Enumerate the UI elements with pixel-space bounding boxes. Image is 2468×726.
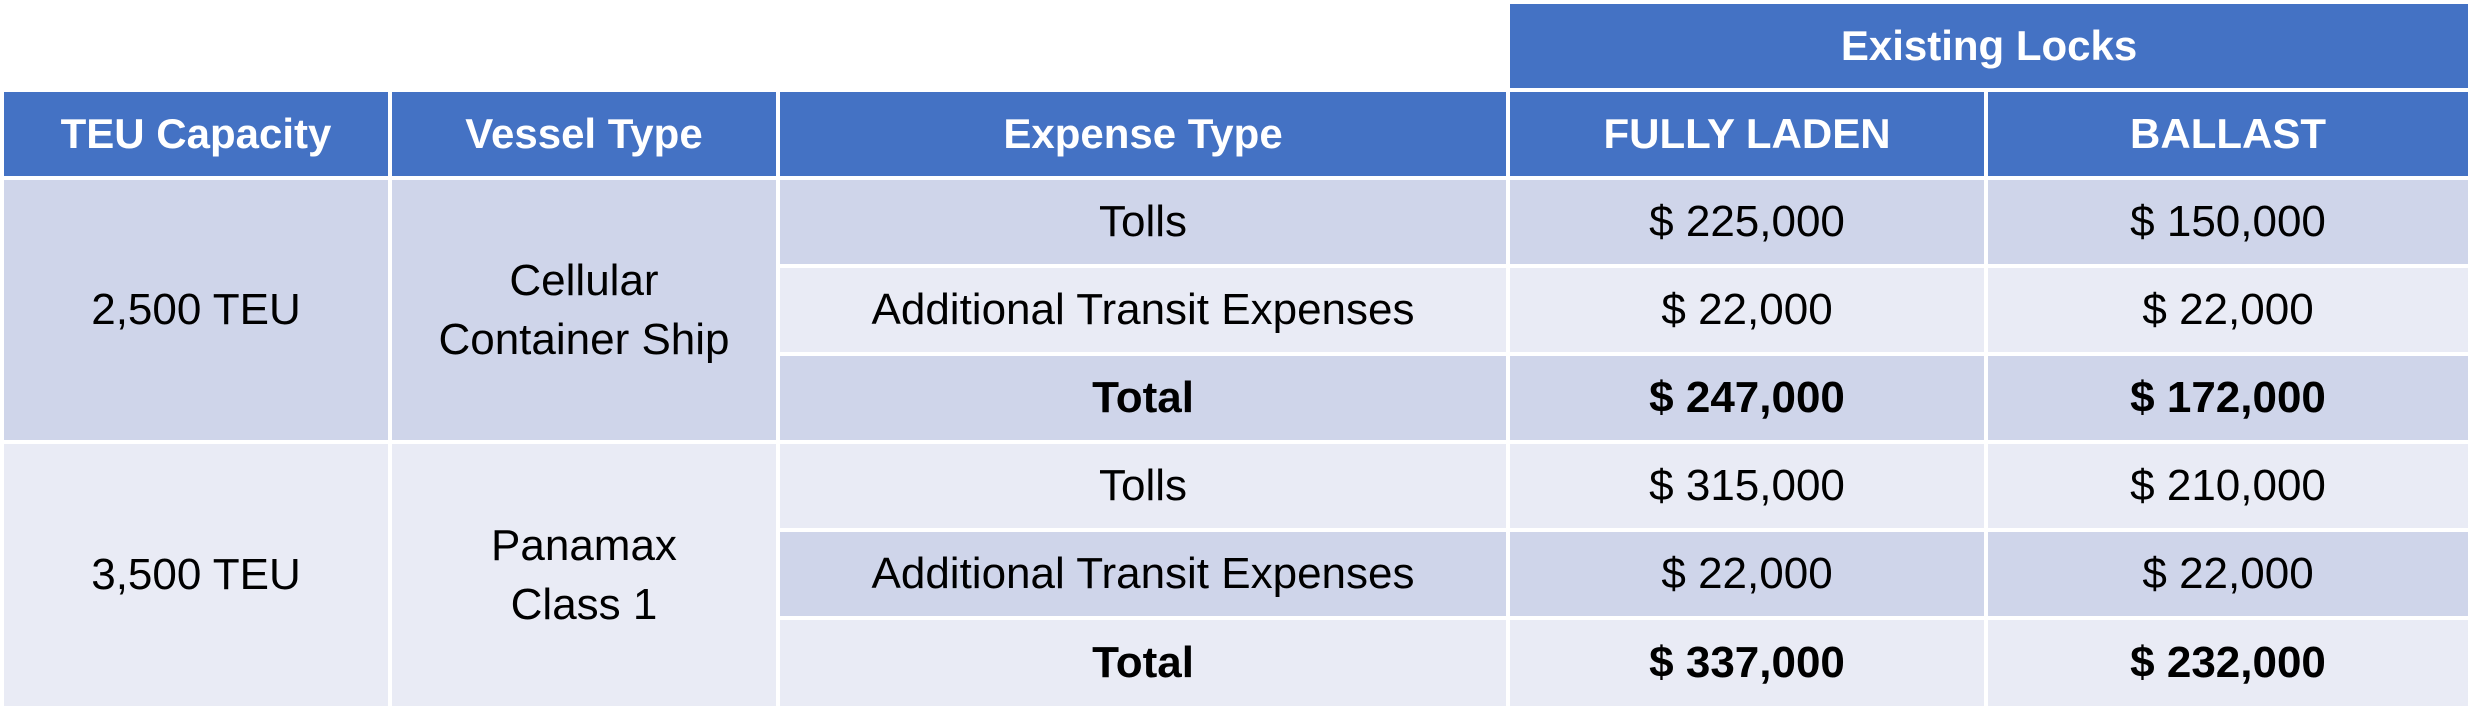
ballast-cell: $ 210,000: [1984, 440, 2468, 532]
teu-capacity-cell: 3,500 TEU: [0, 440, 392, 710]
super-header-row: Existing Locks: [2, 0, 2468, 92]
expense-total-cell: Total: [775, 352, 1511, 444]
col-header-ballast: BALLAST: [1984, 88, 2468, 180]
table-row: Additional Transit Expenses $ 22,000 $ 2…: [2, 264, 2468, 356]
existing-locks-header: Existing Locks: [1506, 0, 2468, 92]
teu-capacity-cell: 2,500 TEU: [0, 176, 392, 444]
expense-total-cell: Total: [775, 616, 1511, 710]
ballast-cell: $ 22,000: [1984, 264, 2468, 356]
vessel-type-line: Cellular: [509, 255, 659, 305]
table-row: 3,500 TEU Panamax Class 1 Tolls $ 315,00…: [0, 440, 2468, 710]
column-header-row: TEU Capacity Vessel Type Expense Type FU…: [0, 88, 2468, 180]
col-header-expense-type: Expense Type: [775, 88, 1511, 180]
expense-type-cell: Tolls: [775, 176, 1511, 268]
fully-laden-cell: $ 315,000: [1506, 440, 1989, 532]
ballast-total-cell: $ 172,000: [1984, 352, 2468, 444]
fully-laden-cell: $ 22,000: [1506, 528, 1989, 620]
vessel-type-line: Class 1: [510, 580, 658, 629]
ballast-cell: $ 150,000: [1984, 176, 2468, 268]
expense-type-cell: Additional Transit Expenses: [775, 264, 1511, 356]
transit-cost-table: Existing Locks TEU Capacity Vessel Type …: [0, 0, 2468, 710]
col-header-vessel-type: Vessel Type: [388, 88, 780, 180]
col-header-teu-capacity: TEU Capacity: [0, 88, 392, 180]
vessel-type-line: Container Ship: [438, 315, 730, 364]
expense-type-cell: Additional Transit Expenses: [775, 528, 1511, 620]
fully-laden-total-cell: $ 337,000: [1506, 616, 1989, 710]
vessel-type-cell: Panamax Class 1: [388, 440, 780, 710]
ballast-cell: $ 22,000: [1984, 528, 2468, 620]
table-row: Total $ 337,000 $ 232,000: [2, 616, 2468, 710]
vessel-type-line: Panamax: [491, 520, 677, 570]
super-header-spacer: [2, 2, 1509, 90]
fully-laden-cell: $ 22,000: [1506, 264, 1989, 356]
table-row: Total $ 247,000 $ 172,000: [2, 352, 2468, 444]
col-header-fully-laden: FULLY LADEN: [1506, 88, 1989, 180]
fully-laden-cell: $ 225,000: [1506, 176, 1989, 268]
table-row: Additional Transit Expenses $ 22,000 $ 2…: [2, 528, 2468, 620]
vessel-type-cell: Cellular Container Ship: [388, 176, 780, 444]
table-row: 2,500 TEU Cellular Container Ship Tolls …: [0, 176, 2468, 444]
fully-laden-total-cell: $ 247,000: [1506, 352, 1989, 444]
expense-type-cell: Tolls: [775, 440, 1511, 532]
ballast-total-cell: $ 232,000: [1984, 616, 2468, 710]
